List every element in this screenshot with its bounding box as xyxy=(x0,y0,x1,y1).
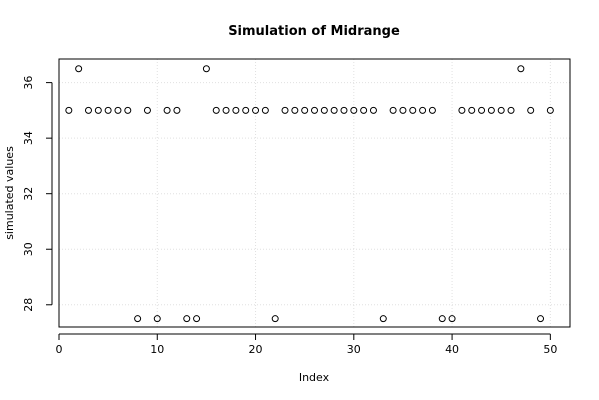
data-point xyxy=(537,315,545,323)
data-point xyxy=(281,106,289,114)
grid xyxy=(58,59,570,327)
data-point xyxy=(527,106,535,114)
data-point xyxy=(311,106,318,114)
data-point xyxy=(419,106,427,114)
data-point xyxy=(153,315,161,323)
data-point xyxy=(546,106,554,114)
x-tick-label: 10 xyxy=(150,343,164,356)
data-point xyxy=(330,106,338,114)
data-point xyxy=(261,106,269,114)
data-point xyxy=(301,106,309,114)
data-point xyxy=(399,106,407,114)
y-tick-label: 32 xyxy=(22,187,35,201)
y-tick-label: 34 xyxy=(22,131,35,145)
data-point xyxy=(252,106,260,114)
data-point xyxy=(350,106,358,114)
data-points xyxy=(65,65,554,323)
x-tick-label: 50 xyxy=(543,343,557,356)
data-point xyxy=(478,106,486,114)
data-point xyxy=(271,315,279,323)
data-point xyxy=(497,106,505,114)
data-point xyxy=(487,106,495,114)
x-tick-label: 0 xyxy=(56,343,63,356)
data-point xyxy=(320,106,328,114)
data-point xyxy=(183,315,191,323)
data-point xyxy=(163,106,171,114)
data-point xyxy=(242,106,250,114)
y-axis: 28 30 32 34 36 xyxy=(22,76,53,312)
data-point xyxy=(84,106,92,114)
data-point xyxy=(124,106,132,114)
data-point xyxy=(340,106,348,114)
data-point xyxy=(517,65,525,73)
chart-title: Simulation of Midrange xyxy=(228,24,400,39)
data-point xyxy=(409,106,417,114)
data-point xyxy=(193,315,201,323)
data-point xyxy=(468,106,476,114)
y-tick-label: 28 xyxy=(22,298,35,312)
plot-frame xyxy=(58,58,571,328)
data-point xyxy=(379,315,387,323)
data-point xyxy=(75,65,83,73)
data-point xyxy=(222,106,230,114)
x-tick-label: 40 xyxy=(445,343,459,356)
x-tick-label: 20 xyxy=(249,343,263,356)
data-point xyxy=(448,315,456,323)
data-point xyxy=(104,106,112,114)
x-tick-label: 30 xyxy=(347,343,361,356)
y-tick-label: 30 xyxy=(22,242,35,256)
data-point xyxy=(438,315,446,323)
data-point xyxy=(94,106,102,114)
data-point xyxy=(507,106,515,114)
data-point xyxy=(360,106,368,114)
y-tick-label: 36 xyxy=(22,76,35,90)
data-point xyxy=(458,106,466,114)
data-point xyxy=(114,106,122,114)
x-axis: 0 10 20 30 40 50 xyxy=(56,333,557,356)
data-point xyxy=(143,106,151,114)
data-point xyxy=(202,65,210,73)
data-point xyxy=(291,106,299,114)
x-axis-label: Index xyxy=(299,371,330,384)
data-point xyxy=(212,106,220,114)
data-point xyxy=(173,106,181,114)
data-point xyxy=(369,106,377,114)
data-point xyxy=(65,106,73,114)
data-point xyxy=(232,106,240,114)
data-point xyxy=(134,315,142,323)
data-point xyxy=(428,106,436,114)
y-axis-label: simulated values xyxy=(3,146,16,240)
data-point xyxy=(389,106,397,114)
